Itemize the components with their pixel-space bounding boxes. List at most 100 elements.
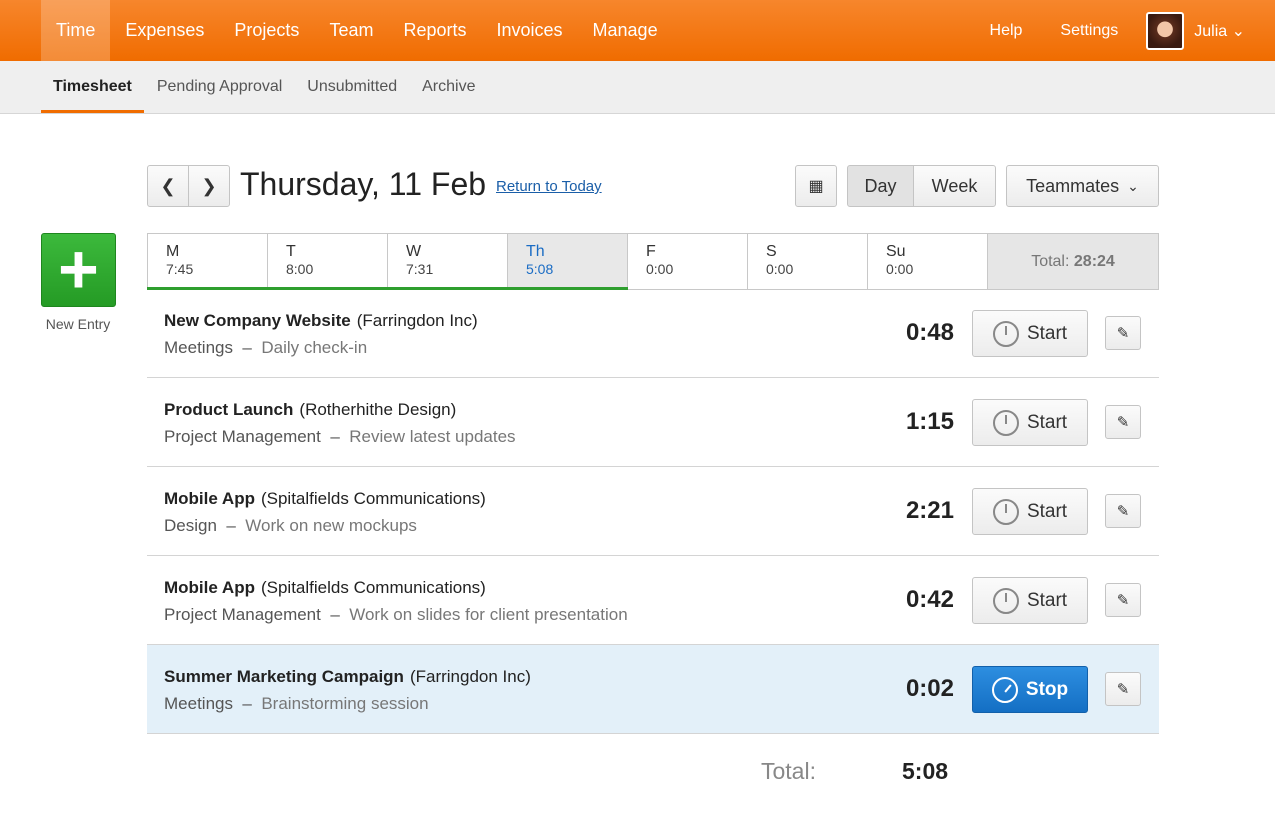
entry-notes: Brainstorming session [261, 694, 429, 713]
stopwatch-icon [992, 409, 1019, 436]
day-tab[interactable]: Su 0:00 [868, 234, 988, 289]
nav-item-manage[interactable]: Manage [592, 20, 658, 40]
calendar-icon: ▦ [808, 178, 824, 195]
week-total-value: 28:24 [1073, 252, 1115, 270]
entry-notes: Work on new mockups [245, 516, 417, 535]
nav-item-invoices[interactable]: Invoices [496, 20, 563, 40]
day-hours: 8:00 [286, 261, 314, 277]
project-name: New Company Website [164, 311, 351, 330]
edit-entry-button[interactable]: ✎ [1105, 672, 1141, 706]
teammates-label: Teammates [1026, 175, 1120, 196]
entry-details: Meetings – Daily check-in [164, 338, 367, 358]
tab-unsubmitted[interactable]: Unsubmitted [307, 78, 398, 95]
day-view-button[interactable]: Day [847, 165, 914, 207]
top-nav: Time Expenses Projects Team Reports Invoices M… [0, 0, 1275, 61]
return-to-today-link[interactable]: Return to Today [496, 178, 602, 195]
settings-link[interactable]: Settings [1060, 21, 1119, 39]
pencil-icon: ✎ [1116, 592, 1130, 609]
day-name: S [766, 243, 777, 260]
project-name: Summer Marketing Campaign [164, 667, 404, 686]
client-name: (Spitalfields Communications) [260, 578, 486, 597]
stopwatch-icon [992, 498, 1019, 525]
start-label: Start [1026, 322, 1068, 344]
chevron-right-icon: ❯ [201, 175, 217, 196]
entry-duration: 2:21 [905, 497, 954, 524]
user-name: Julia [1194, 22, 1228, 40]
nav-item-expenses[interactable]: Expenses [125, 20, 205, 40]
day-hours: 7:45 [166, 261, 194, 277]
day-tab[interactable]: Th 5:08 [507, 234, 628, 290]
day-tab[interactable]: S 0:00 [748, 234, 868, 289]
entry-duration: 1:15 [905, 408, 954, 435]
day-name: Th [526, 243, 545, 260]
client-name: (Farringdon Inc) [356, 311, 478, 330]
client-name: (Rotherhithe Design) [299, 400, 457, 419]
day-name: Su [886, 243, 906, 260]
entry-title: Mobile App (Spitalfields Communications) [164, 578, 486, 598]
start-timer-button[interactable]: Start [972, 488, 1088, 535]
start-label: Start [1026, 589, 1068, 611]
prev-day-button[interactable]: ❮ [147, 165, 189, 207]
user-menu[interactable]: Julia ⌄ [1194, 22, 1245, 40]
nav-item-reports[interactable]: Reports [403, 20, 467, 40]
day-hours: 0:00 [766, 261, 794, 277]
entry-title: New Company Website (Farringdon Inc) [164, 311, 478, 331]
nav-item-time[interactable]: Time [41, 0, 111, 61]
week-total-label: Total: [1031, 252, 1070, 270]
day-name: T [286, 243, 296, 260]
avatar[interactable] [1146, 11, 1185, 50]
entry-notes: Review latest updates [349, 427, 516, 446]
start-timer-button[interactable]: Start [972, 399, 1088, 446]
edit-entry-button[interactable]: ✎ [1105, 405, 1141, 439]
day-tab[interactable]: W 7:31 [387, 234, 508, 290]
tab-timesheet[interactable]: Timesheet [41, 61, 144, 113]
separator: – [216, 516, 246, 535]
week-total: Total: 28:24 [988, 234, 1158, 289]
day-tab[interactable]: M 7:45 [147, 234, 268, 290]
entry-duration: 0:02 [905, 675, 954, 702]
day-hours: 0:00 [886, 261, 914, 277]
day-hours: 0:00 [646, 261, 674, 277]
time-entry-row: Summer Marketing Campaign (Farringdon Inc… [147, 645, 1159, 734]
plus-icon: + [58, 230, 99, 308]
new-entry-button[interactable]: + [41, 233, 116, 307]
day-total-value: 5:08 [902, 758, 949, 784]
chevron-left-icon: ❮ [160, 175, 176, 196]
time-entry-row: New Company Website (Farringdon Inc) Meeti… [147, 289, 1159, 378]
task-name: Design [164, 516, 217, 535]
day-name: M [166, 243, 180, 260]
next-day-button[interactable]: ❯ [188, 165, 230, 207]
help-link[interactable]: Help [989, 21, 1023, 39]
pencil-icon: ✎ [1116, 414, 1130, 431]
entry-details: Design – Work on new mockups [164, 516, 417, 536]
day-name: W [406, 243, 422, 260]
task-name: Project Management [164, 605, 321, 624]
entry-title: Summer Marketing Campaign (Farringdon Inc… [164, 667, 531, 687]
pencil-icon: ✎ [1116, 503, 1130, 520]
start-timer-button[interactable]: Start [972, 310, 1088, 357]
stopwatch-icon [991, 676, 1018, 703]
edit-entry-button[interactable]: ✎ [1105, 583, 1141, 617]
stop-timer-button[interactable]: Stop [972, 666, 1088, 713]
nav-item-projects[interactable]: Projects [234, 20, 300, 40]
week-view-button[interactable]: Week [913, 165, 996, 207]
project-name: Mobile App [164, 489, 255, 508]
client-name: (Farringdon Inc) [409, 667, 531, 686]
nav-item-team[interactable]: Team [329, 20, 374, 40]
calendar-button[interactable]: ▦ [795, 165, 837, 207]
tab-archive[interactable]: Archive [422, 78, 476, 95]
task-name: Meetings [164, 694, 233, 713]
tab-pending-approval[interactable]: Pending Approval [156, 78, 283, 95]
day-tab[interactable]: F 0:00 [628, 234, 748, 289]
teammates-dropdown[interactable]: Teammates ⌄ [1006, 165, 1159, 207]
week-strip: M 7:45 T 8:00 W 7:31 Th 5:08 F 0:00 S 0:00 Su 0:00 Tot… [147, 233, 1159, 290]
day-hours: 5:08 [526, 261, 554, 277]
edit-entry-button[interactable]: ✎ [1105, 316, 1141, 350]
entry-title: Mobile App (Spitalfields Communications) [164, 489, 486, 509]
day-tab[interactable]: T 8:00 [267, 234, 388, 290]
entry-duration: 0:42 [905, 586, 954, 613]
edit-entry-button[interactable]: ✎ [1105, 494, 1141, 528]
start-timer-button[interactable]: Start [972, 577, 1088, 624]
separator: – [232, 694, 262, 713]
task-name: Project Management [164, 427, 321, 446]
